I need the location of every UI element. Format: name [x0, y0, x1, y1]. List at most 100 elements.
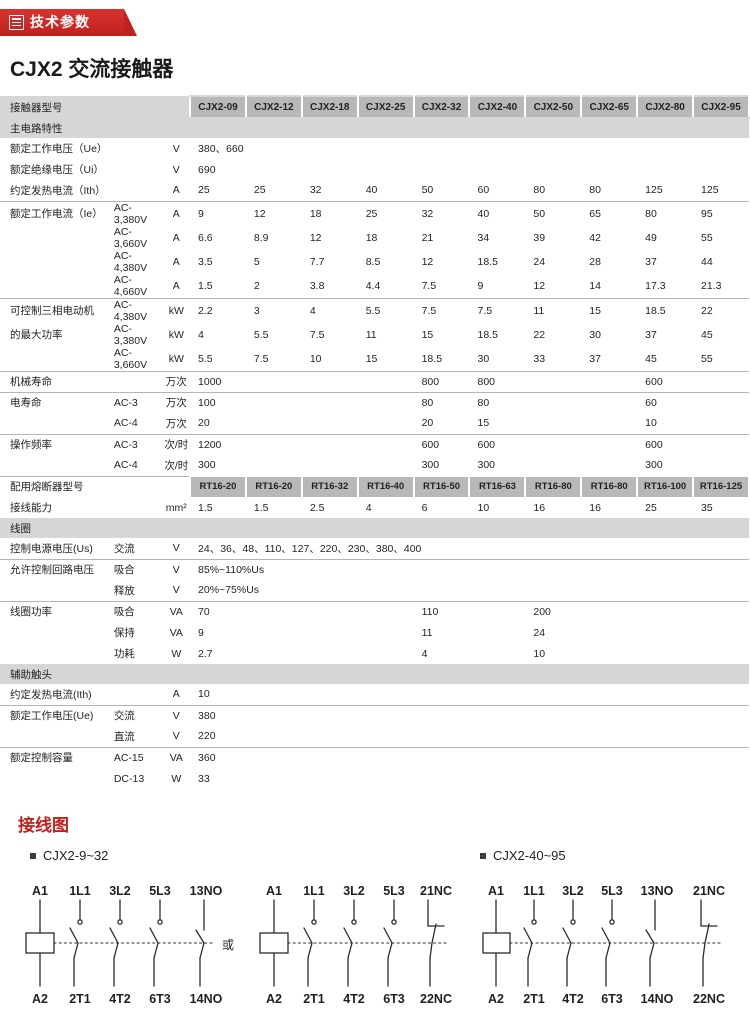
table-row-fuse-model: 配用熔断器型号 RT16-20 RT16-20 RT16-32 RT16-40 …	[0, 475, 750, 498]
cell	[469, 643, 525, 664]
row-span-value: 220	[198, 730, 216, 743]
section-banner: 技术参数	[0, 9, 137, 36]
cell: 32	[421, 207, 434, 220]
table-row-power-ac3-660: AC-3,660V kW 5.5 7.5 10 15 18.5 30 33 37…	[0, 347, 749, 372]
row-sub: DC-13	[113, 772, 145, 785]
cell: 10	[309, 352, 322, 365]
cell: 17.3	[645, 279, 666, 292]
row-sub: AC-4	[113, 459, 138, 472]
row-unit: A	[172, 184, 180, 197]
cell	[302, 455, 358, 476]
cell: 4	[198, 328, 204, 341]
terminal-label-bottom-1: 2T1	[303, 992, 325, 1006]
row-span-value: 20%~75%Us	[198, 584, 260, 597]
cell: 42	[589, 231, 601, 244]
row-label: 配用熔断器型号	[10, 481, 84, 494]
cell: 2	[253, 279, 260, 292]
row-unit: W	[171, 647, 182, 660]
banner-area: 技术参数	[0, 0, 750, 40]
cell	[246, 622, 302, 643]
row-sub: AC-4	[113, 417, 138, 430]
row-sub	[114, 180, 163, 201]
row-label: 额定工作电流（Ie）	[10, 208, 103, 220]
cell: 10	[477, 501, 490, 514]
terminal-label-top-2: 3L2	[562, 884, 584, 898]
cell: 18.5	[477, 255, 498, 268]
row-unit: V	[172, 563, 180, 576]
row-sub: 交流	[113, 542, 135, 555]
row-sub: 保持	[113, 627, 135, 639]
cell: 22	[533, 328, 546, 341]
row-unit: VA	[169, 751, 183, 764]
row-label	[0, 413, 114, 434]
row-span-value: 10	[198, 688, 210, 701]
cell: 4	[365, 501, 372, 514]
row-unit: 万次	[165, 397, 187, 410]
cell: 39	[533, 231, 546, 244]
row-label	[0, 768, 114, 789]
terminal-label-top-4: 21NC	[420, 884, 452, 898]
section-band-label: 辅助触头	[0, 664, 749, 684]
row-label	[0, 580, 114, 601]
or-separator-label: 或	[222, 938, 235, 952]
cell: 37	[645, 255, 657, 268]
table-row-electrical-life-ac3: 电寿命 AC-3 万次 100 80 80 60	[0, 392, 749, 413]
cell: RT16-20	[244, 475, 303, 498]
row-unit: V	[172, 730, 180, 743]
cell: 21.3	[701, 279, 722, 292]
model-col-5: CJX2-40	[468, 95, 527, 119]
cell: 200	[533, 605, 551, 618]
terminal-label-bottom-3: 6T3	[601, 992, 623, 1006]
cell: 8.9	[253, 231, 269, 244]
cell	[302, 413, 358, 434]
cell: 60	[645, 396, 657, 409]
cell: 3.8	[309, 279, 325, 292]
cell	[581, 601, 637, 622]
table-row-ui: 额定绝缘电压（Ui） V 690	[0, 159, 749, 180]
cell	[525, 371, 581, 392]
model-col-1: CJX2-12	[244, 95, 303, 119]
row-sub: AC-3,380V	[113, 201, 148, 226]
cell: 2.2	[198, 304, 213, 317]
cell: 110	[421, 605, 439, 618]
terminal-label-bottom-4: 22NC	[420, 992, 452, 1006]
cell: RT16-80	[524, 475, 583, 498]
cell: 33	[533, 352, 546, 365]
row-label	[0, 347, 114, 372]
section-band-label: 线圈	[0, 518, 749, 538]
table-row-wire-capacity: 接线能力 mm² 1.5 1.5 2.5 4 6 10 16 16 25 35	[0, 497, 749, 518]
row-unit: V	[172, 709, 180, 722]
row-label	[0, 455, 114, 476]
cell: 1.5	[253, 501, 269, 514]
row-sub	[114, 371, 163, 392]
cell	[358, 622, 414, 643]
row-sub	[114, 684, 163, 705]
row-label: 线圈功率	[10, 606, 52, 619]
diagram-caption-text: CJX2-40~95	[493, 848, 566, 863]
terminal-label-top-1: 1L1	[303, 884, 325, 898]
cell	[302, 643, 358, 664]
cell: 55	[701, 352, 713, 365]
row-label	[0, 622, 114, 643]
terminal-label-bottom-2: 4T2	[109, 992, 131, 1006]
row-sub: 吸合	[113, 606, 135, 619]
cell	[469, 622, 525, 643]
row-span-value: 24、36、48、110、127、220、230、380、400	[198, 542, 422, 555]
row-unit: kW	[168, 352, 184, 365]
row-unit: A	[172, 688, 180, 701]
row-sub	[114, 159, 163, 180]
wiring-diagrams-area: CJX2-9~32 CJX2-40~95 或	[0, 848, 750, 1013]
cell	[246, 643, 302, 664]
terminal-label-top-3: 5L3	[601, 884, 623, 898]
cell	[469, 601, 525, 622]
cell	[581, 371, 637, 392]
cell	[302, 601, 358, 622]
cell: 15	[365, 352, 378, 365]
row-sub: AC-4,380V	[113, 249, 148, 274]
cell: 10	[645, 417, 657, 430]
row-sub: AC-3	[113, 396, 138, 409]
cell: 15	[589, 304, 601, 317]
table-row-power-ac4-380: 可控制三相电动机 AC-4,380V kW 2.2 3 4 5.5 7.5 7.…	[0, 298, 749, 323]
row-unit: 万次	[165, 417, 187, 430]
